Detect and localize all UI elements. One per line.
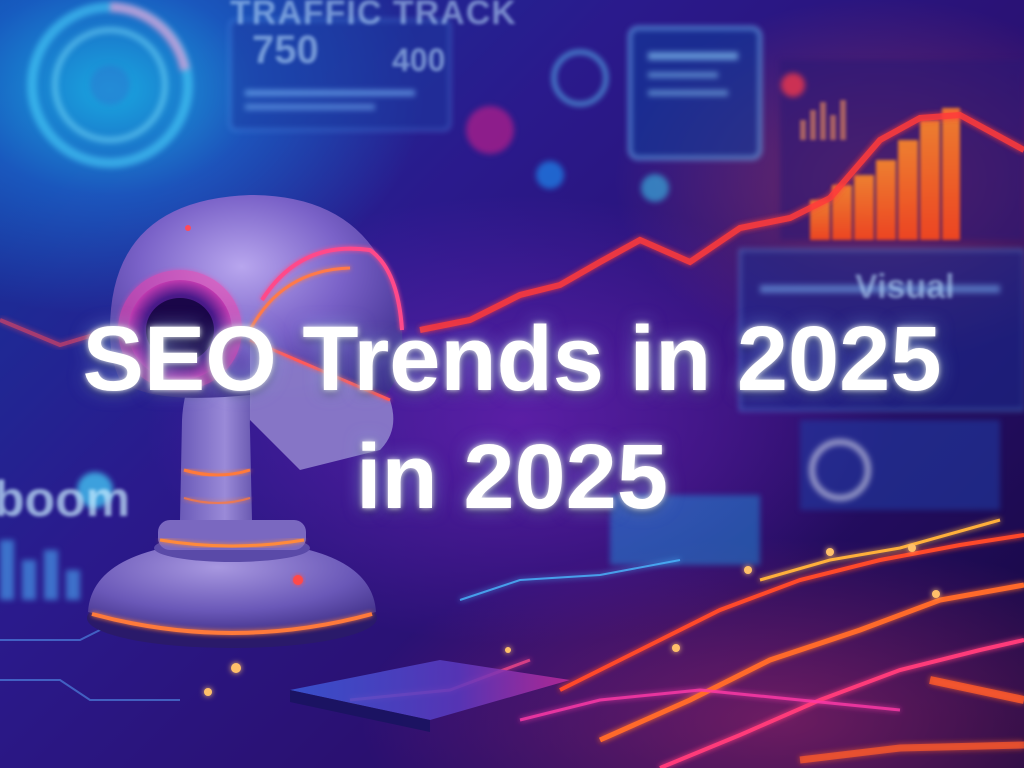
trend-line	[419, 111, 1024, 333]
bg-stat-a: 750	[252, 28, 319, 72]
chart-bar	[832, 185, 852, 240]
chart-bar	[854, 175, 874, 240]
robot-eye	[118, 270, 242, 390]
bg-label-visual: Visual	[855, 268, 955, 306]
headline-line-2: in 2025	[356, 426, 668, 528]
bg-stat-b: 400	[392, 42, 446, 78]
chart-bar	[876, 160, 896, 240]
robot-head	[110, 195, 404, 470]
robot-base	[87, 520, 377, 648]
chart-bar	[920, 120, 940, 240]
radial-gauge	[27, 2, 193, 168]
chart-bar	[810, 200, 830, 240]
chart-bar	[898, 140, 918, 240]
headline: SEO Trends in 2025 in 2025	[0, 300, 1024, 536]
bg-label-side: boom	[0, 471, 131, 527]
chart-bar	[942, 108, 960, 240]
bg-label-traffic: TRAFFIC TRACK	[230, 0, 517, 32]
headline-line-1: SEO Trends in 2025	[82, 308, 942, 410]
